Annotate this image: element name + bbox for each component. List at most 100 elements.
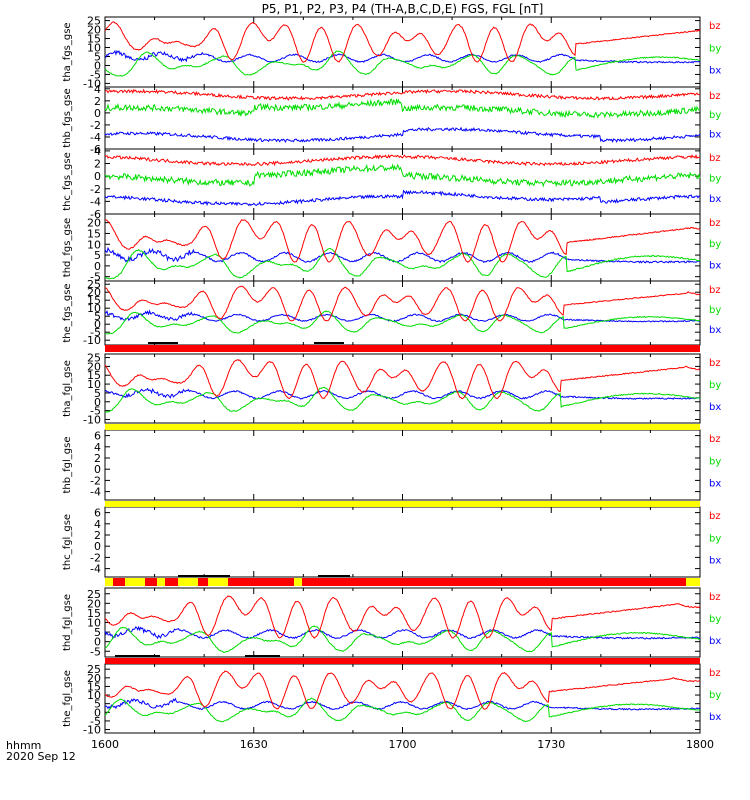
flag-marker bbox=[318, 575, 350, 577]
series-by bbox=[104, 98, 700, 119]
date-label: 2020 Sep 12 bbox=[6, 750, 76, 763]
y-tick-label: 10 bbox=[87, 689, 101, 702]
y-tick-label: -5 bbox=[90, 68, 101, 81]
y-tick-label: 2 bbox=[94, 529, 101, 542]
legend-bx: bx bbox=[709, 556, 721, 567]
series-bz bbox=[104, 285, 701, 322]
y-tick-label: -6 bbox=[90, 143, 101, 156]
x-tick-label: 1600 bbox=[91, 738, 119, 751]
panel-frame bbox=[104, 663, 701, 734]
panel-frame bbox=[104, 353, 701, 424]
flag-marker bbox=[314, 342, 344, 344]
legend-by: by bbox=[709, 533, 721, 544]
panel-ylabel: tha_fgs_gse bbox=[62, 22, 73, 81]
y-tick-label: 4 bbox=[94, 518, 101, 531]
y-tick-label: 0 bbox=[94, 170, 101, 183]
y-tick-label: 15 bbox=[87, 33, 101, 46]
y-tick-label: 15 bbox=[87, 607, 101, 620]
series-bz bbox=[104, 153, 700, 167]
series-bz bbox=[104, 21, 701, 63]
panel-ylabel: thb_fgs_gse bbox=[62, 88, 73, 147]
y-tick-label: 20 bbox=[87, 360, 101, 373]
y-tick-label: 2 bbox=[94, 95, 101, 108]
y-tick-label: 0 bbox=[94, 636, 101, 649]
y-tick-label: -2 bbox=[90, 551, 101, 564]
y-tick-label: 5 bbox=[94, 698, 101, 711]
series-by bbox=[104, 50, 701, 77]
y-tick-label: 5 bbox=[94, 249, 101, 262]
series-bx bbox=[104, 189, 701, 207]
x-tick-label: 1700 bbox=[389, 738, 417, 751]
y-tick-label: -10 bbox=[83, 77, 101, 90]
y-tick-label: -2 bbox=[90, 183, 101, 196]
flag-segment bbox=[208, 578, 228, 586]
y-tick-label: -4 bbox=[90, 195, 101, 208]
flag-bar bbox=[105, 578, 700, 586]
series-by bbox=[104, 625, 700, 654]
y-tick-label: 0 bbox=[94, 463, 101, 476]
y-tick-label: -5 bbox=[90, 405, 101, 418]
legend-bz: bz bbox=[709, 153, 721, 164]
y-tick-label: 0 bbox=[94, 396, 101, 409]
legend-bz: bz bbox=[709, 21, 721, 32]
panel-frame bbox=[104, 148, 701, 215]
series-bx bbox=[104, 309, 701, 323]
y-tick-label: 5 bbox=[94, 50, 101, 63]
y-tick-label: 0 bbox=[94, 540, 101, 553]
legend-bz: bz bbox=[709, 434, 721, 445]
y-tick-label: -2 bbox=[90, 119, 101, 132]
panel-ylabel: the_fgs_gse bbox=[62, 283, 73, 342]
y-tick-label: 0 bbox=[94, 59, 101, 72]
flag-bar bbox=[105, 424, 700, 430]
y-tick-label: 20 bbox=[87, 286, 101, 299]
legend-by: by bbox=[709, 690, 721, 701]
y-tick-label: 0 bbox=[94, 107, 101, 120]
y-tick-label: 25 bbox=[87, 588, 101, 601]
legend-by: by bbox=[709, 43, 721, 54]
y-tick-label: -4 bbox=[90, 563, 101, 576]
panel-frame bbox=[104, 506, 701, 578]
y-tick-label: 15 bbox=[87, 294, 101, 307]
flag-segment bbox=[686, 578, 700, 586]
series-bx bbox=[104, 625, 701, 640]
flag-marker bbox=[115, 655, 160, 657]
series-bz bbox=[104, 218, 701, 264]
flag-marker bbox=[178, 575, 230, 577]
y-tick-label: -5 bbox=[90, 715, 101, 728]
panel-frame bbox=[104, 16, 701, 88]
legend-bz: bz bbox=[709, 358, 721, 369]
legend-bz: bz bbox=[709, 285, 721, 296]
legend-by: by bbox=[709, 614, 721, 625]
panel-frame bbox=[104, 213, 701, 282]
flag-bar bbox=[105, 501, 700, 507]
y-tick-label: -4 bbox=[90, 486, 101, 499]
series-by bbox=[104, 247, 701, 280]
flag-segment bbox=[125, 578, 145, 586]
panel-ylabel: thd_fgl_gse bbox=[62, 594, 73, 651]
y-tick-label: 0 bbox=[94, 260, 101, 273]
y-tick-label: 15 bbox=[87, 227, 101, 240]
y-tick-label: 5 bbox=[94, 626, 101, 639]
panel-ylabel: the_fgl_gse bbox=[62, 670, 73, 727]
y-tick-label: 15 bbox=[87, 369, 101, 382]
flag-segment bbox=[294, 578, 302, 586]
series-bz bbox=[104, 88, 701, 101]
flag-marker bbox=[148, 342, 178, 344]
x-tick-label: 1800 bbox=[686, 738, 714, 751]
series-by bbox=[104, 310, 701, 335]
y-tick-label: 0 bbox=[94, 318, 101, 331]
flag-marker bbox=[245, 655, 280, 657]
series-bz bbox=[104, 595, 701, 639]
y-tick-label: 4 bbox=[94, 145, 101, 158]
x-axis-label: hhmm bbox=[6, 739, 42, 752]
y-tick-label: -10 bbox=[83, 413, 101, 426]
y-tick-label: 25 bbox=[87, 15, 101, 28]
y-tick-label: -6 bbox=[90, 208, 101, 221]
y-tick-label: 25 bbox=[87, 663, 101, 676]
legend-bx: bx bbox=[709, 260, 721, 271]
y-tick-label: 20 bbox=[87, 217, 101, 230]
y-tick-label: 2 bbox=[94, 452, 101, 465]
legend-bx: bx bbox=[709, 712, 721, 723]
y-tick-label: 0 bbox=[94, 706, 101, 719]
